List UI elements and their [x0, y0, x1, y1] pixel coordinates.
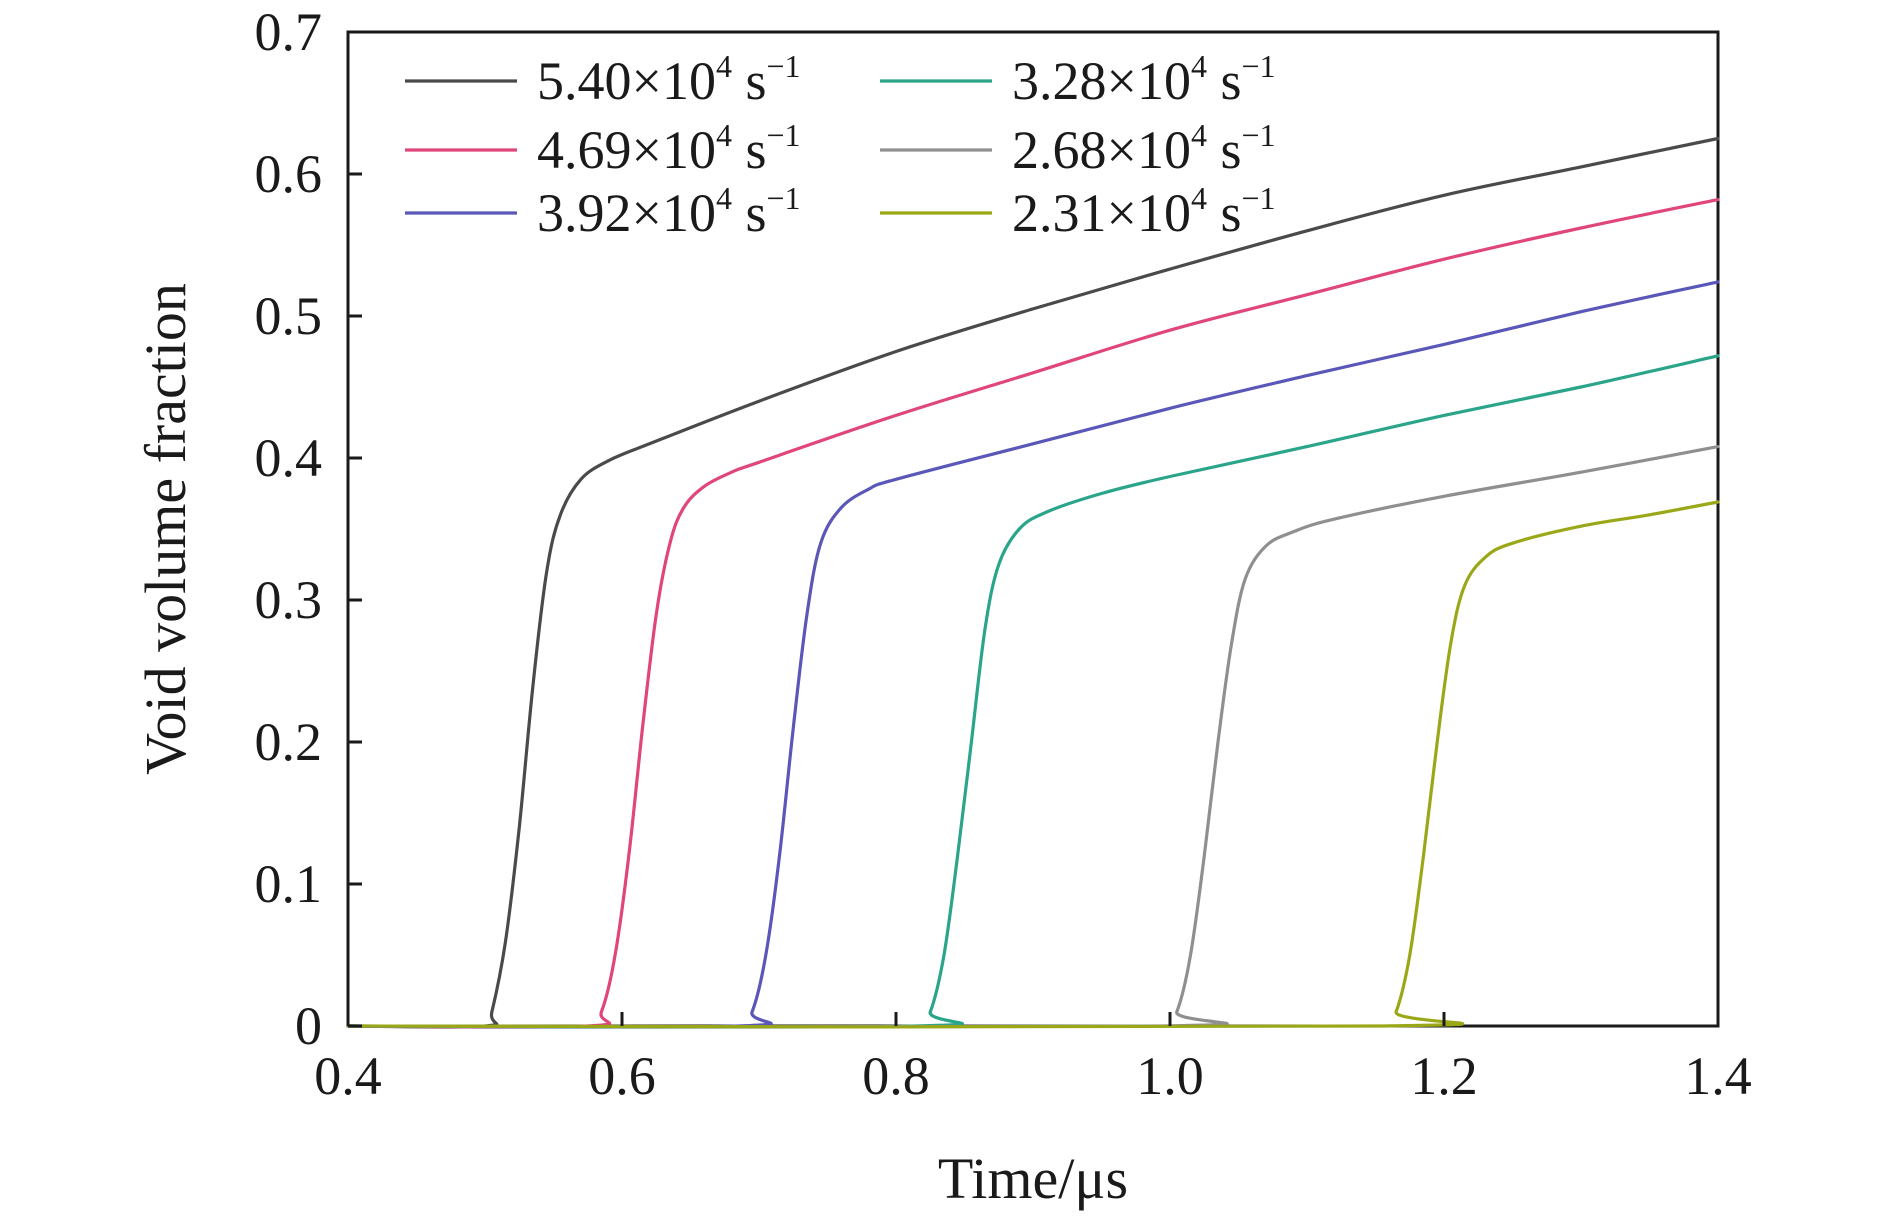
series-line-2 — [346, 198, 1720, 1029]
y-tick-label: 0.6 — [255, 144, 323, 204]
x-axis-title: Time/μs — [938, 1146, 1128, 1211]
series-line-4 — [346, 354, 1720, 1029]
axis-tick-labels: 0.4 0.6 0.8 1.0 1.2 1.4 0 0.1 0.2 0.3 0.4 0.5 0.6 0.7 — [255, 2, 1752, 1106]
legend-label: 3.92×104 s−1 — [537, 180, 801, 243]
legend-label: 4.69×104 s−1 — [537, 117, 801, 180]
x-tick-label: 1.4 — [1684, 1046, 1752, 1106]
legend-label: 2.68×104 s−1 — [1012, 117, 1276, 180]
y-tick-label: 0.2 — [255, 712, 323, 772]
x-tick-label: 0.6 — [588, 1046, 656, 1106]
legend-label: 2.31×104 s−1 — [1012, 180, 1276, 243]
x-tick-label: 0.4 — [314, 1046, 382, 1106]
y-tick-label: 0.7 — [255, 2, 323, 62]
series-line-6 — [346, 500, 1720, 1029]
legend-label: 3.28×104 s−1 — [1012, 48, 1276, 111]
y-tick-label: 0.4 — [255, 428, 323, 488]
series-line-1 — [346, 136, 1720, 1029]
axis-ticks — [346, 30, 1720, 1028]
y-tick-label: 0.5 — [255, 286, 323, 346]
legend: 5.40×104 s−14.69×104 s−13.92×104 s−1 3.28… — [405, 48, 1276, 243]
y-axis-title: Void volume fraction — [133, 283, 198, 775]
legend-label: 5.40×104 s−1 — [537, 48, 801, 111]
x-tick-label: 1.2 — [1410, 1046, 1478, 1106]
y-tick-label: 0.1 — [255, 854, 323, 914]
x-tick-label: 1.0 — [1136, 1046, 1204, 1106]
x-tick-label: 0.8 — [862, 1046, 930, 1106]
plot-lines — [346, 136, 1720, 1029]
y-tick-label: 0.3 — [255, 570, 323, 630]
series-line-3 — [346, 280, 1720, 1029]
y-tick-label: 0 — [295, 996, 322, 1056]
